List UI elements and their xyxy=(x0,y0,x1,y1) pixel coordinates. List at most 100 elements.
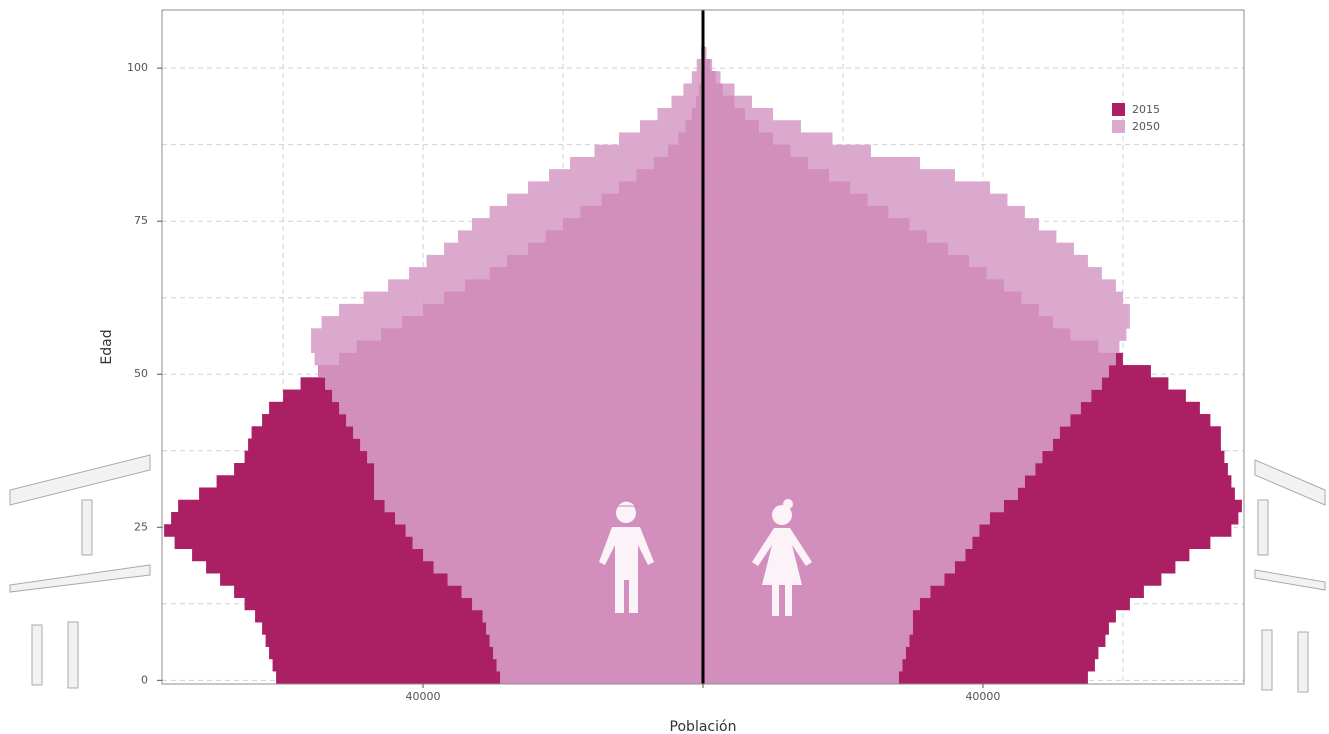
bar xyxy=(458,230,703,243)
bar xyxy=(346,414,703,427)
bar xyxy=(703,120,801,133)
y-axis-title: Edad xyxy=(99,329,115,364)
bar xyxy=(374,463,703,476)
bar xyxy=(703,303,1130,317)
bar xyxy=(426,254,703,268)
bar xyxy=(703,377,1102,390)
icons xyxy=(599,499,812,616)
bar xyxy=(703,144,871,158)
bar xyxy=(703,511,990,525)
bar xyxy=(447,573,703,586)
bar xyxy=(461,585,703,598)
bar xyxy=(318,365,703,378)
bar xyxy=(703,95,752,109)
legend-label: 2015 xyxy=(1132,103,1160,116)
bar xyxy=(496,658,703,672)
bar xyxy=(311,340,703,354)
bar xyxy=(703,646,906,660)
bar xyxy=(703,401,1081,415)
bar xyxy=(339,401,703,415)
bar xyxy=(703,156,920,170)
bar xyxy=(703,279,1116,292)
bar xyxy=(703,132,833,145)
bar xyxy=(570,156,703,170)
bar xyxy=(703,328,1127,341)
bar xyxy=(671,95,703,109)
bar xyxy=(703,389,1092,403)
bar xyxy=(353,426,703,439)
bar xyxy=(703,634,910,647)
bar xyxy=(703,230,1057,243)
bar xyxy=(332,389,703,403)
bar xyxy=(339,303,703,317)
bar xyxy=(703,585,931,598)
bar xyxy=(433,560,703,574)
bar xyxy=(703,463,1036,476)
bar xyxy=(691,71,703,84)
bar xyxy=(472,218,703,231)
bar xyxy=(321,316,703,329)
bar xyxy=(703,450,1043,464)
bars xyxy=(164,46,1242,684)
y-tick-label: 0 xyxy=(141,673,148,686)
bar xyxy=(500,671,703,684)
bar xyxy=(703,267,1102,280)
bar xyxy=(314,352,703,366)
bar xyxy=(703,597,920,611)
bar xyxy=(363,291,703,305)
legend: 2015 2050 xyxy=(1112,103,1160,133)
bar xyxy=(374,475,703,488)
bar xyxy=(703,352,1116,366)
bar xyxy=(703,536,973,550)
y-tick-label: 50 xyxy=(134,367,148,380)
bar xyxy=(367,450,703,464)
bar xyxy=(311,328,703,341)
bar xyxy=(388,279,703,292)
bar xyxy=(683,83,703,97)
bar xyxy=(703,169,955,182)
bar xyxy=(703,438,1053,452)
bar xyxy=(703,671,899,684)
legend-label: 2050 xyxy=(1132,120,1160,133)
bar xyxy=(360,438,703,452)
bar xyxy=(507,193,703,207)
y-tick-label: 100 xyxy=(127,61,148,74)
bar xyxy=(703,291,1123,305)
bar xyxy=(703,560,955,574)
bar xyxy=(703,548,966,562)
bar xyxy=(703,487,1018,501)
bar xyxy=(640,120,703,133)
y-tick-label: 75 xyxy=(134,214,148,227)
bar xyxy=(696,58,703,72)
bar xyxy=(374,487,703,501)
bar xyxy=(703,573,945,586)
bar xyxy=(703,524,980,537)
legend-swatch xyxy=(1112,120,1125,133)
bar xyxy=(703,622,913,635)
bar xyxy=(703,218,1039,231)
bar xyxy=(549,169,703,182)
bar xyxy=(703,475,1025,488)
bar xyxy=(619,132,703,145)
bar xyxy=(703,193,1008,207)
bar xyxy=(703,46,707,60)
bar xyxy=(703,254,1088,268)
bar xyxy=(412,536,703,550)
bar xyxy=(703,181,990,194)
legend-swatch xyxy=(1112,103,1125,116)
bar xyxy=(594,144,703,158)
x-tick-label: 40000 xyxy=(965,690,1000,703)
bar xyxy=(528,181,703,194)
bar xyxy=(703,340,1120,354)
bar xyxy=(489,205,703,219)
y-tick-label: 25 xyxy=(134,520,148,533)
bar xyxy=(493,646,703,660)
bar xyxy=(703,414,1071,427)
bar xyxy=(482,609,703,623)
x-tick-label: 40000 xyxy=(406,690,441,703)
bar xyxy=(384,499,703,513)
bar xyxy=(703,609,913,623)
bar xyxy=(657,107,703,121)
bar xyxy=(703,658,903,672)
